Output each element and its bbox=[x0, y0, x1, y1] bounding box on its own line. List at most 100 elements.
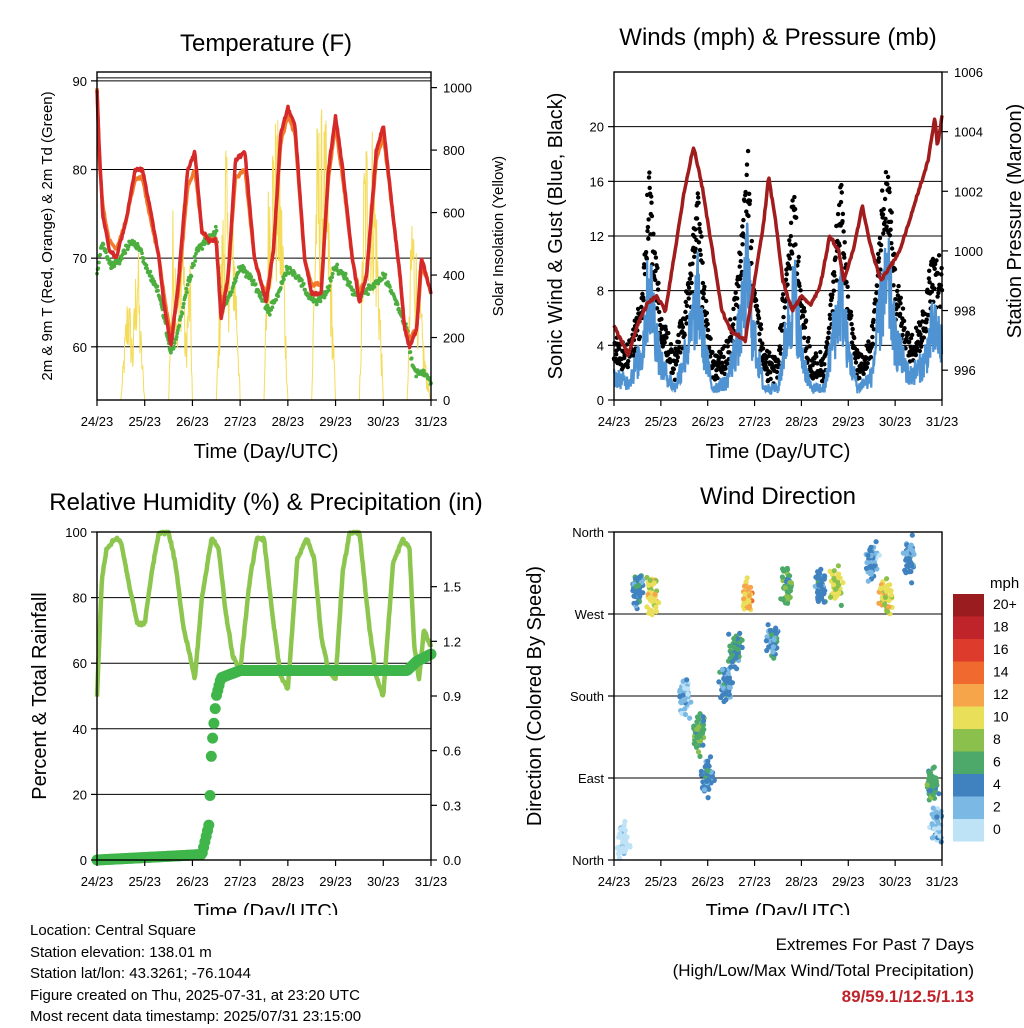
gust-point bbox=[882, 220, 887, 225]
station-latlon: Station lat/lon: 43.3261; -76.1044 bbox=[30, 965, 252, 982]
gust-point bbox=[876, 251, 881, 257]
direction-point bbox=[652, 591, 658, 597]
winds-xlabel: Time (Day/UTC) bbox=[706, 441, 851, 463]
gust-point bbox=[684, 303, 690, 308]
gust-point bbox=[869, 323, 875, 329]
gust-point bbox=[900, 332, 905, 338]
gust-point bbox=[884, 224, 889, 229]
direction-point bbox=[725, 671, 731, 677]
direction-point bbox=[746, 593, 752, 599]
direction-point bbox=[677, 693, 683, 700]
gust-point bbox=[796, 254, 801, 260]
gust-point bbox=[853, 360, 859, 365]
gust-point bbox=[754, 303, 760, 309]
y2-tick-label: 1000 bbox=[954, 244, 983, 259]
gust-point bbox=[653, 255, 659, 260]
gust-point bbox=[745, 148, 751, 154]
direction-point bbox=[700, 714, 706, 720]
gust-point bbox=[882, 196, 888, 202]
gust-point bbox=[708, 336, 713, 341]
gust-point bbox=[684, 321, 689, 326]
dewpoint-point bbox=[145, 266, 150, 271]
direction-point bbox=[705, 795, 711, 801]
direction-point bbox=[722, 690, 728, 697]
direction-point bbox=[927, 787, 933, 794]
direction-point bbox=[688, 699, 694, 705]
dewpoint-point bbox=[98, 252, 103, 257]
direction-point bbox=[701, 787, 708, 793]
gust-point bbox=[690, 261, 695, 266]
direction-point bbox=[706, 763, 712, 769]
direction-point bbox=[867, 547, 873, 554]
gust-point bbox=[803, 318, 809, 323]
gust-point bbox=[748, 245, 754, 251]
gust-point bbox=[839, 182, 844, 188]
y2-tick-label: 1.2 bbox=[443, 634, 461, 649]
gust-point bbox=[831, 288, 836, 293]
gust-point bbox=[935, 294, 940, 299]
x-tick-label: 31/23 bbox=[926, 414, 959, 429]
gust-point bbox=[841, 229, 846, 234]
dewpoint-point bbox=[327, 288, 331, 293]
gust-point bbox=[873, 298, 879, 303]
direction-point bbox=[882, 594, 889, 601]
gust-point bbox=[687, 276, 692, 281]
direction-point bbox=[731, 636, 737, 642]
direction-point bbox=[647, 595, 653, 601]
legend-swatch bbox=[953, 616, 984, 639]
legend-swatch bbox=[953, 729, 984, 752]
gust-point bbox=[753, 298, 759, 303]
x-tick-label: 27/23 bbox=[738, 874, 771, 889]
gust-point bbox=[701, 291, 706, 296]
gust-point bbox=[806, 335, 811, 341]
gust-point bbox=[686, 285, 692, 290]
direction-point bbox=[831, 568, 837, 574]
legend-swatch bbox=[953, 819, 984, 842]
y2-tick-label: 0.9 bbox=[443, 689, 461, 704]
y2-tick-label: 1004 bbox=[954, 125, 983, 140]
gust-point bbox=[694, 216, 700, 221]
x-tick-label: 28/23 bbox=[272, 414, 305, 429]
gust-point bbox=[737, 264, 742, 269]
gust-point bbox=[842, 240, 847, 245]
dewpoint-point bbox=[372, 285, 377, 289]
dewpoint-point bbox=[139, 248, 144, 252]
gust-point bbox=[743, 189, 748, 195]
direction-point bbox=[904, 563, 910, 569]
direction-point bbox=[909, 580, 915, 586]
gust-point bbox=[930, 282, 935, 288]
direction-point bbox=[827, 594, 834, 600]
dewpoint-point bbox=[132, 240, 137, 244]
wind-speed-line bbox=[612, 222, 944, 395]
gust-point bbox=[845, 284, 850, 289]
gust-point bbox=[818, 349, 823, 355]
gust-point bbox=[832, 273, 837, 278]
dewpoint-point bbox=[107, 259, 112, 264]
gust-point bbox=[725, 361, 730, 366]
gust-point bbox=[913, 325, 919, 330]
gust-point bbox=[807, 344, 812, 349]
direction-point bbox=[782, 585, 788, 591]
direction-point bbox=[830, 582, 837, 588]
direction-point bbox=[886, 598, 892, 604]
direction-point bbox=[705, 758, 711, 764]
dewpoint-point bbox=[253, 282, 258, 287]
gust-point bbox=[827, 312, 832, 318]
gust-point bbox=[901, 318, 907, 324]
direction-point bbox=[633, 583, 639, 590]
station-info: Location: Central Square Station elevati… bbox=[30, 920, 361, 1028]
gust-point bbox=[757, 331, 762, 337]
legend-label: 0 bbox=[993, 821, 1001, 837]
extremes-values: 89/59.1/12.5/1.13 bbox=[841, 987, 974, 1006]
direction-point bbox=[768, 632, 775, 638]
dewpoint-point bbox=[343, 271, 348, 276]
gust-point bbox=[892, 251, 897, 257]
direction-point bbox=[770, 644, 777, 650]
gust-point bbox=[805, 339, 811, 344]
gust-point bbox=[699, 234, 704, 239]
y-tick-label: 100 bbox=[65, 525, 87, 540]
dewpoint-point bbox=[214, 228, 219, 233]
x-tick-label: 26/23 bbox=[176, 874, 209, 889]
gust-point bbox=[838, 199, 844, 205]
